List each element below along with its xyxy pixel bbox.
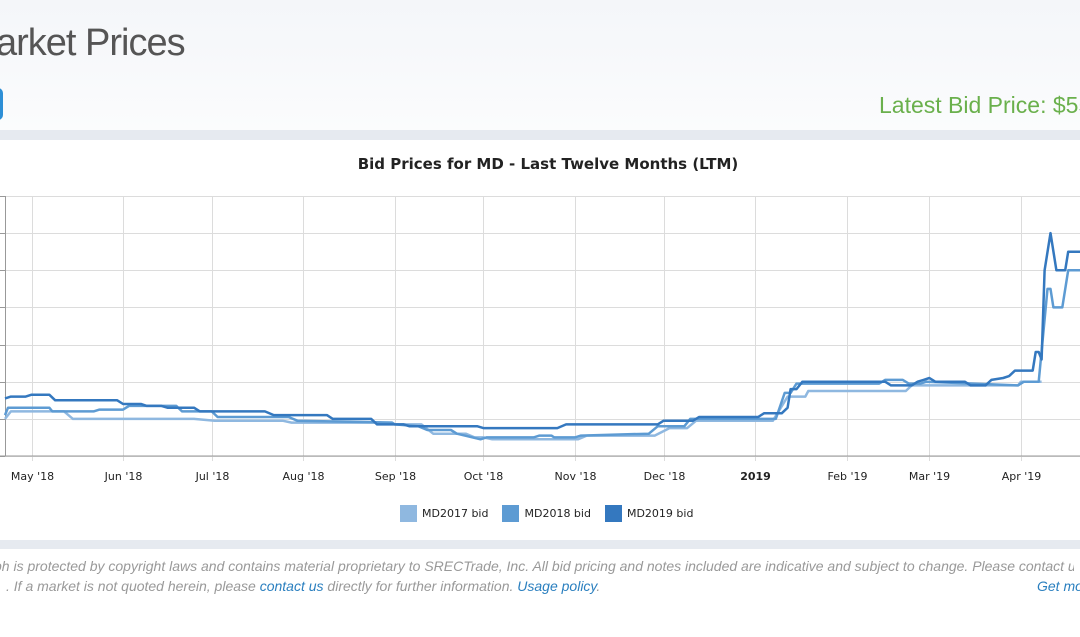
x-tick-label: Mar '19: [909, 470, 950, 483]
x-tick-label: May '18: [11, 470, 54, 483]
chart-title: Bid Prices for MD - Last Twelve Months (…: [357, 155, 739, 173]
x-tick-label: Jul '18: [195, 470, 230, 483]
disclaimer-middle: directly for further information.: [323, 578, 518, 594]
contact-us-link[interactable]: contact us: [259, 578, 324, 594]
x-tick-label: Oct '18: [464, 470, 504, 483]
series-line-md2019-bid[interactable]: [4, 231, 1080, 430]
tab-button[interactable]: [0, 88, 3, 120]
bid-price-chart: May '18 Jun '18 Jul '18 Aug '18 Sep '18 Oct '…: [0, 196, 1080, 483]
disclaimer-suffix: .: [596, 578, 601, 594]
latest-bid-price: Latest Bid Price: $55: [879, 92, 1080, 118]
page-header: arket Prices Latest Bid Price: $55: [0, 0, 1080, 130]
series-lines: [3, 231, 1080, 441]
plot-background: [0, 196, 1080, 456]
legend-label: MD2017 bid: [422, 507, 489, 520]
get-more-link[interactable]: Get mo: [1037, 578, 1080, 594]
legend-label: MD2018 bid: [524, 507, 591, 520]
page-title: arket Prices: [0, 22, 186, 64]
disclaimer-prefix: . If a market is not quoted herein, plea…: [6, 578, 260, 594]
legend-label: MD2019 bid: [626, 507, 694, 520]
x-tick-label: Nov '18: [555, 470, 597, 483]
legend-swatch: [502, 505, 520, 522]
y-ticks: [0, 196, 5, 457]
disclaimer-text-2: . If a market is not quoted herein, plea…: [6, 578, 1080, 594]
legend-swatch: [400, 505, 417, 522]
x-tick-label: Aug '18: [283, 470, 325, 483]
legend-item-md2019[interactable]: MD2019 bid: [604, 505, 694, 522]
x-tick-label: Dec '18: [644, 470, 686, 483]
x-tick-label: Apr '19: [1002, 470, 1042, 483]
x-tick-label: Sep '18: [375, 470, 416, 483]
disclaimer-text: ph is protected by copyright laws and co…: [0, 558, 1074, 574]
chart-legend: MD2017 bid MD2018 bid MD2019 bid: [400, 505, 693, 522]
x-tick-label: Jun '18: [104, 470, 143, 483]
usage-policy-link[interactable]: Usage policy: [517, 578, 597, 594]
x-tick-labels: May '18 Jun '18 Jul '18 Aug '18 Sep '18 Oct '…: [11, 470, 1041, 483]
x-tick-label: 2019: [740, 470, 771, 483]
legend-swatch: [604, 505, 622, 522]
legend-item-md2017[interactable]: MD2017 bid: [400, 505, 488, 522]
legend-item-md2018[interactable]: MD2018 bid: [502, 505, 591, 522]
separator: [0, 540, 1080, 549]
separator: [0, 130, 1080, 140]
x-tick-label: Feb '19: [828, 470, 868, 483]
